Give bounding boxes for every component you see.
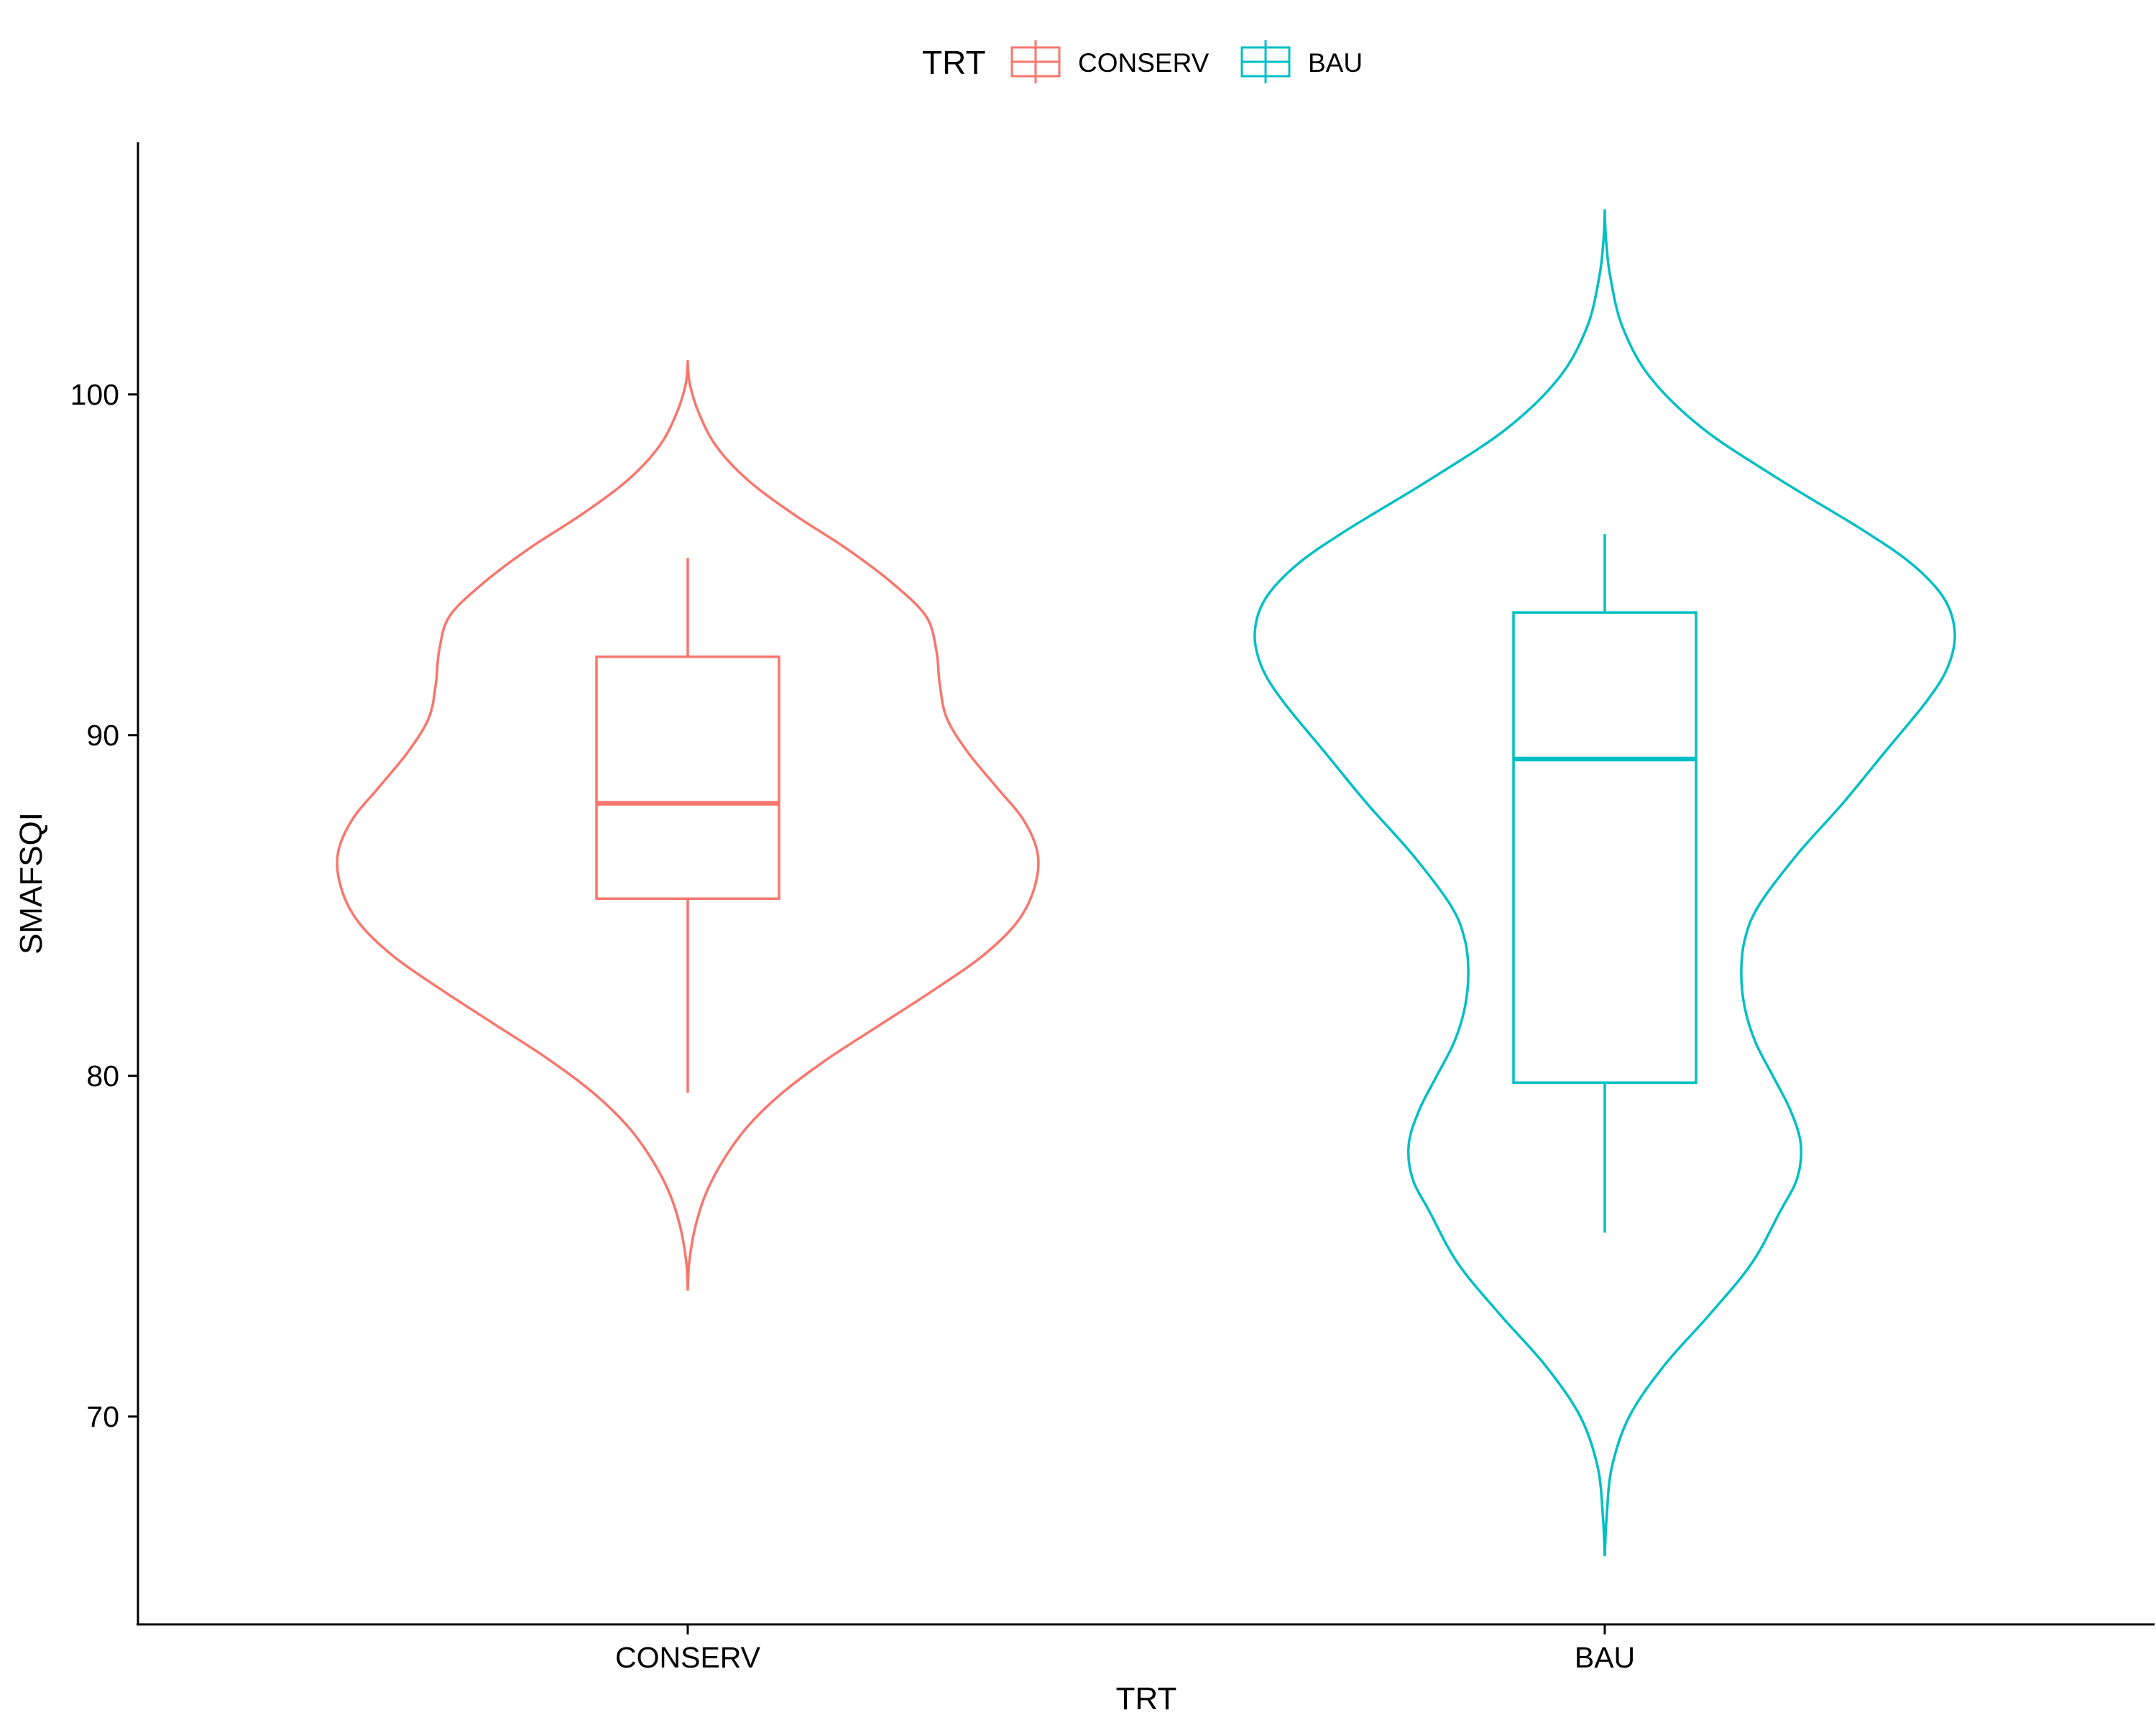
violin-bau <box>1253 209 1956 1557</box>
box-conserv <box>595 656 780 901</box>
x-axis-ticks: CONSERV BAU <box>615 1624 1635 1674</box>
boxplot-conserv <box>595 558 780 1093</box>
x-axis-title: TRT <box>1116 1681 1177 1716</box>
y-tick-label: 100 <box>70 378 119 411</box>
violins-layer <box>336 209 1956 1557</box>
legend-label-conserv: CONSERV <box>1078 48 1210 78</box>
y-tick-label: 80 <box>86 1059 119 1092</box>
y-tick-label: 90 <box>86 719 119 752</box>
boxplots-layer <box>595 534 1697 1233</box>
legend-key-bau <box>1240 40 1291 83</box>
violin-conserv <box>336 359 1040 1291</box>
legend: TRT CONSERV BAU <box>922 40 1363 83</box>
legend-label-bau: BAU <box>1308 48 1363 78</box>
x-tick-label: CONSERV <box>615 1641 761 1674</box>
y-tick-label: 70 <box>86 1400 119 1433</box>
x-tick-label: BAU <box>1575 1641 1635 1674</box>
box-bau <box>1512 611 1697 1085</box>
y-axis-ticks: 70 80 90 100 <box>70 378 138 1433</box>
legend-key-conserv <box>1010 40 1061 83</box>
legend-title: TRT <box>922 44 986 81</box>
boxplot-bau <box>1512 534 1697 1233</box>
y-axis-title: SMAFSQI <box>14 812 49 954</box>
